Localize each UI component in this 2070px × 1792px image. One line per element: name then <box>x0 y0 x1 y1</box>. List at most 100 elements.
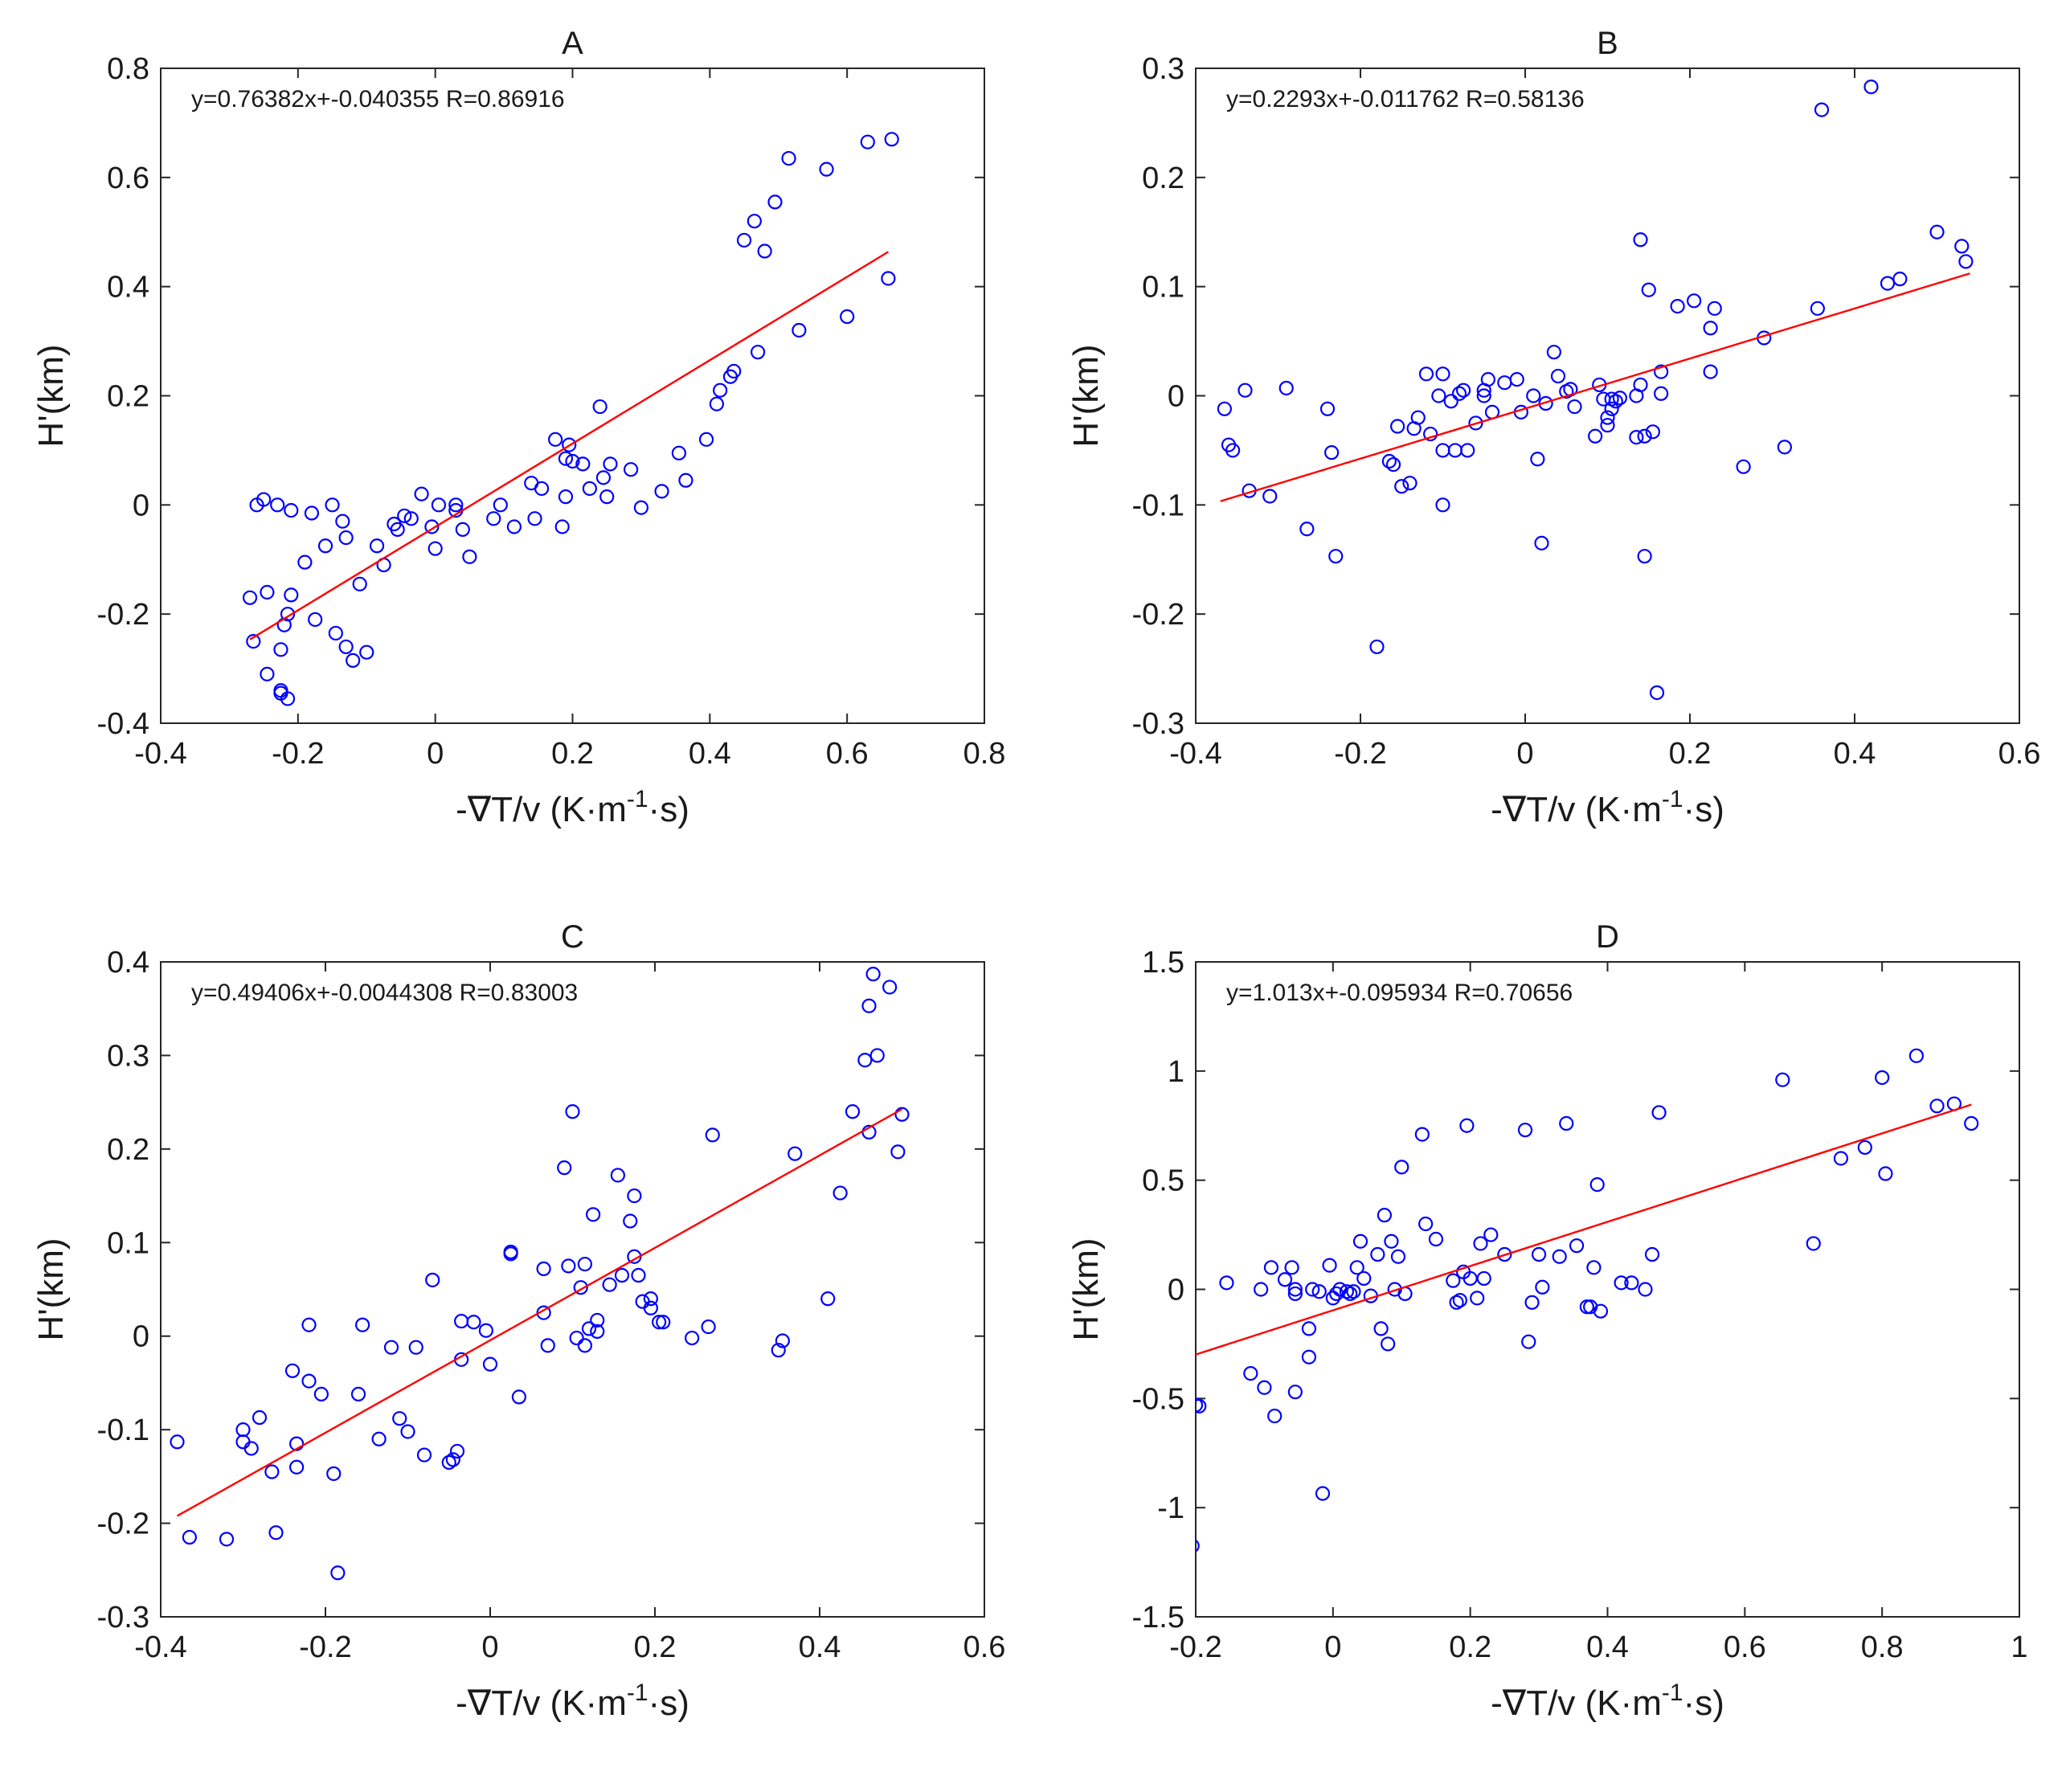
data-point <box>1423 426 1438 442</box>
data-point <box>1449 1295 1464 1310</box>
data-point <box>325 497 340 513</box>
data-point <box>355 1317 370 1332</box>
data-point <box>1483 1227 1499 1242</box>
data-point <box>428 541 443 556</box>
data-point <box>592 399 608 415</box>
data-point <box>1624 1275 1639 1291</box>
data-point <box>1604 401 1619 416</box>
data-point <box>582 481 597 497</box>
x-tick-label: 0.4 <box>1834 737 1876 771</box>
data-point <box>671 445 686 460</box>
data-point <box>590 1312 605 1328</box>
data-point <box>369 538 385 554</box>
panel-d: -0.2 0 0.2 0.4 0.6 0.8 1 -1.5 -1 -0.5 0 0.5 1 1.5 D -∇T… <box>1035 894 2070 1788</box>
data-point <box>747 214 762 229</box>
data-point <box>1567 399 1582 415</box>
data-point <box>845 1104 861 1119</box>
data-point <box>792 322 807 338</box>
y-tick-label: -1 <box>1157 1491 1184 1525</box>
data-point <box>767 194 783 210</box>
data-point <box>685 1330 700 1346</box>
data-point <box>820 1291 836 1307</box>
data-point <box>246 634 261 649</box>
data-point <box>590 1324 605 1339</box>
data-point <box>1863 79 1879 95</box>
data-point <box>260 666 275 681</box>
data-point <box>623 1213 638 1229</box>
data-point <box>1775 1072 1790 1087</box>
data-point <box>1777 440 1792 455</box>
data-point <box>1614 1275 1629 1291</box>
y-tick-label: -0.2 <box>97 1508 149 1541</box>
regression-line <box>176 1108 903 1517</box>
data-point <box>540 1338 555 1353</box>
data-point <box>280 691 296 706</box>
plot-area-frame <box>160 961 985 1618</box>
data-point <box>1381 453 1397 469</box>
data-point <box>268 1525 284 1540</box>
data-point <box>273 642 288 657</box>
data-point <box>1459 1118 1475 1133</box>
data-point <box>301 1373 317 1389</box>
regression-line <box>1196 1103 1972 1356</box>
data-point <box>1497 1246 1512 1262</box>
data-point <box>1196 1397 1204 1413</box>
y-tick-label: -0.5 <box>1132 1382 1184 1416</box>
data-point <box>424 519 440 534</box>
data-point <box>595 470 612 485</box>
data-point <box>1641 282 1656 297</box>
data-layer <box>170 967 910 1581</box>
data-point <box>503 1246 518 1262</box>
data-point <box>1593 1303 1609 1319</box>
data-point <box>256 492 272 507</box>
data-point <box>1394 479 1409 494</box>
data-point <box>328 625 343 641</box>
data-point <box>781 150 796 166</box>
data-point <box>1654 386 1669 401</box>
data-point <box>1810 301 1825 316</box>
panel-c: -0.4 -0.2 0 0.2 0.4 0.6 -0.3 -0.2 -0.1 0 0.1 0.2 0.3… <box>0 894 1035 1788</box>
x-axis-label: -∇T/v (K·m-1·s) <box>1491 786 1724 829</box>
data-point <box>890 1144 906 1160</box>
data-point <box>861 998 877 1013</box>
data-point <box>1373 1321 1389 1336</box>
y-tick-label: -0.2 <box>97 598 149 632</box>
x-axis-label-exponent: -1 <box>1662 786 1683 812</box>
x-axis-label-exponent: -1 <box>1662 1679 1683 1706</box>
data-point <box>1394 1160 1409 1175</box>
data-point <box>1524 1295 1540 1310</box>
data-point <box>252 1409 268 1426</box>
data-point <box>1703 321 1718 336</box>
panel-b: -0.4 -0.2 0 0.2 0.4 0.6 -0.3 -0.2 -0.1 0 0.1 0.2 0.3… <box>1035 0 2070 894</box>
data-point <box>170 1434 185 1450</box>
data-point <box>511 1389 526 1405</box>
data-point <box>558 451 574 466</box>
data-point <box>1651 1105 1667 1120</box>
data-point <box>819 162 834 177</box>
data-point <box>751 345 766 360</box>
data-point <box>1381 1336 1396 1352</box>
data-point <box>304 505 320 521</box>
data-point <box>1644 1246 1660 1262</box>
data-point <box>1311 1284 1327 1299</box>
data-point <box>713 383 728 398</box>
data-point <box>1929 1099 1945 1114</box>
data-point <box>1225 443 1241 458</box>
x-tick-label: 0.4 <box>1586 1630 1629 1664</box>
data-point <box>1299 522 1315 537</box>
y-tick-label: 0.6 <box>107 162 149 195</box>
data-point <box>1418 366 1434 382</box>
data-point <box>260 584 275 600</box>
y-tick-label: 0.2 <box>107 380 149 414</box>
y-tick-label: 0.3 <box>107 1039 149 1073</box>
data-point <box>602 1277 617 1292</box>
data-point <box>326 1466 342 1481</box>
data-point <box>359 644 374 660</box>
data-point <box>599 489 615 505</box>
data-point <box>569 1330 584 1346</box>
data-point <box>350 1386 366 1402</box>
y-tick-label: 0.1 <box>1142 271 1184 305</box>
data-point <box>1339 1284 1355 1299</box>
data-point <box>352 576 367 591</box>
x-axis-label-tail: ·s) <box>1683 790 1724 829</box>
